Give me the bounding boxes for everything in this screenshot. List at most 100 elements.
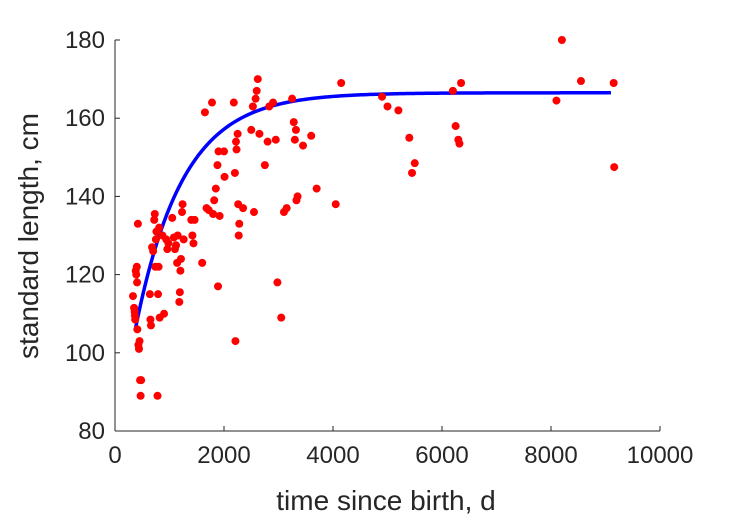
data-point bbox=[231, 337, 240, 346]
data-point bbox=[394, 106, 403, 115]
data-point bbox=[209, 209, 218, 218]
data-points-layer bbox=[128, 36, 619, 400]
data-point bbox=[290, 135, 299, 144]
data-point bbox=[146, 321, 155, 330]
data-point bbox=[291, 125, 300, 134]
data-point bbox=[299, 141, 308, 150]
data-point bbox=[133, 278, 142, 287]
data-point bbox=[149, 247, 158, 256]
data-point bbox=[179, 235, 188, 244]
data-point bbox=[175, 288, 184, 297]
data-point bbox=[215, 211, 224, 220]
data-point bbox=[307, 131, 316, 140]
data-point bbox=[235, 219, 244, 228]
data-point bbox=[150, 209, 159, 218]
data-point bbox=[200, 108, 209, 117]
x-tick-label: 0 bbox=[108, 442, 121, 469]
data-point bbox=[146, 315, 155, 324]
data-point bbox=[133, 325, 142, 334]
data-point bbox=[188, 231, 197, 240]
data-point bbox=[277, 313, 286, 322]
data-point bbox=[176, 266, 185, 275]
y-tick-label: 120 bbox=[65, 262, 105, 289]
data-point bbox=[220, 172, 229, 181]
data-point bbox=[131, 315, 140, 324]
data-point bbox=[410, 159, 419, 168]
data-point bbox=[213, 161, 222, 170]
x-axis-label: time since birth, d bbox=[276, 485, 495, 516]
data-point bbox=[269, 98, 278, 107]
fit-curve bbox=[133, 91, 611, 328]
data-point bbox=[160, 309, 169, 318]
data-point bbox=[173, 231, 182, 240]
data-point bbox=[189, 239, 198, 248]
data-point bbox=[249, 208, 258, 217]
data-point bbox=[610, 163, 619, 172]
data-point bbox=[609, 79, 618, 88]
data-point bbox=[132, 262, 141, 271]
data-point bbox=[378, 92, 387, 101]
data-point bbox=[576, 77, 585, 86]
data-point bbox=[271, 135, 280, 144]
data-point bbox=[132, 270, 141, 279]
data-point bbox=[251, 94, 260, 103]
data-point bbox=[151, 235, 160, 244]
axes: 0 2000 4000 6000 8000 10000 80 100 120 140 160 180 bbox=[65, 27, 693, 469]
data-point bbox=[331, 200, 340, 209]
data-point bbox=[210, 196, 219, 205]
data-point bbox=[178, 200, 187, 209]
data-point bbox=[255, 129, 264, 138]
data-point bbox=[408, 168, 417, 177]
data-point bbox=[247, 125, 256, 134]
data-point bbox=[289, 118, 298, 127]
data-point bbox=[137, 376, 146, 385]
data-point bbox=[234, 231, 243, 240]
y-tick-label: 100 bbox=[65, 340, 105, 367]
data-point bbox=[232, 145, 241, 154]
data-point bbox=[190, 215, 199, 224]
data-point bbox=[448, 86, 457, 95]
data-point bbox=[252, 86, 261, 95]
data-point bbox=[282, 204, 291, 213]
data-point bbox=[145, 290, 154, 299]
x-tick-label: 4000 bbox=[306, 442, 359, 469]
data-point bbox=[172, 241, 181, 250]
data-point bbox=[176, 254, 185, 263]
data-point bbox=[168, 213, 177, 222]
data-point bbox=[248, 102, 257, 111]
data-point bbox=[263, 137, 272, 146]
data-point bbox=[211, 184, 220, 193]
data-point bbox=[175, 297, 184, 306]
data-point bbox=[214, 282, 223, 291]
data-point bbox=[293, 192, 302, 201]
x-tick-label: 8000 bbox=[524, 442, 577, 469]
y-tick-label: 160 bbox=[65, 105, 105, 132]
data-point bbox=[155, 223, 164, 232]
data-point bbox=[273, 278, 282, 287]
data-point bbox=[405, 133, 414, 142]
data-point bbox=[312, 184, 321, 193]
data-point bbox=[233, 129, 242, 138]
data-point bbox=[178, 208, 187, 217]
data-point bbox=[133, 219, 142, 228]
y-axis-label: standard length, cm bbox=[13, 113, 44, 359]
data-point bbox=[552, 96, 561, 105]
data-point bbox=[455, 139, 464, 148]
data-point bbox=[231, 137, 240, 146]
data-point bbox=[337, 79, 346, 88]
y-tick-label: 80 bbox=[78, 418, 105, 445]
data-point bbox=[135, 337, 144, 346]
x-tick-label: 10000 bbox=[627, 442, 694, 469]
x-tick-label: 2000 bbox=[197, 442, 250, 469]
data-point bbox=[230, 168, 239, 177]
x-tick-label: 6000 bbox=[415, 442, 468, 469]
data-point bbox=[128, 292, 137, 301]
data-point bbox=[136, 391, 145, 400]
data-point bbox=[153, 391, 162, 400]
data-point bbox=[134, 344, 143, 353]
data-point bbox=[457, 79, 466, 88]
data-point bbox=[154, 290, 163, 299]
y-tick-label: 140 bbox=[65, 183, 105, 210]
data-point bbox=[198, 258, 207, 267]
